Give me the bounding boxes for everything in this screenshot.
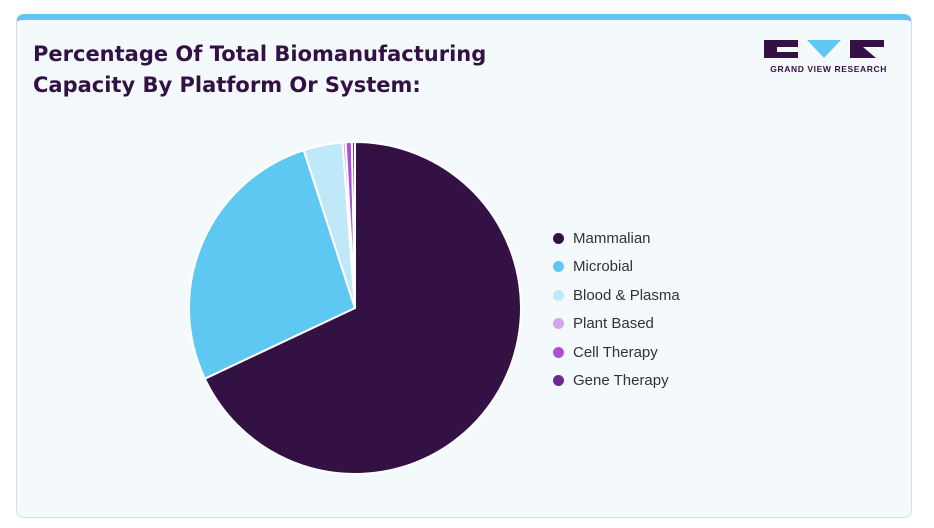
logo-text: GRAND VIEW RESEARCH	[770, 64, 887, 74]
legend-label: Microbial	[573, 258, 634, 276]
legend-item-microbial: Microbial	[553, 253, 680, 282]
pie-slice-mammalian	[203, 141, 522, 475]
legend-swatch	[553, 375, 564, 387]
legend-swatch	[553, 261, 564, 273]
legend-item-cell-therapy: Cell Therapy	[553, 338, 680, 367]
legend-item-blood-plasma: Blood & Plasma	[553, 281, 680, 310]
chart-title: Percentage Of Total Biomanufacturing Cap…	[33, 42, 487, 97]
legend-item-gene-therapy: Gene Therapy	[553, 367, 680, 396]
legend-label: Blood & Plasma	[573, 286, 680, 304]
legend-swatch	[553, 232, 564, 244]
legend-label: Cell Therapy	[573, 343, 658, 361]
legend-item-plant-based: Plant Based	[553, 310, 680, 339]
legend-swatch	[553, 289, 564, 301]
pie-slice-gene-therapy	[350, 141, 356, 309]
grand-view-research-logo: GRAND VIEW RESEARCH	[761, 38, 887, 78]
legend-swatch	[553, 346, 564, 358]
legend-item-mammalian: Mammalian	[553, 224, 680, 253]
legend-label: Gene Therapy	[573, 372, 669, 390]
chart-card: Percentage Of Total Biomanufacturing Cap…	[16, 14, 912, 518]
legend-swatch	[553, 318, 564, 330]
gvr-logo-icon	[764, 40, 884, 58]
pie-slice-microbial	[187, 149, 356, 380]
chart-legend: Mammalian Microbial Blood & Plasma Plant Ba…	[553, 224, 680, 395]
legend-label: Plant Based	[573, 315, 654, 333]
pie-chart	[187, 140, 523, 476]
pie-svg	[187, 141, 522, 475]
legend-label: Mammalian	[573, 229, 651, 247]
